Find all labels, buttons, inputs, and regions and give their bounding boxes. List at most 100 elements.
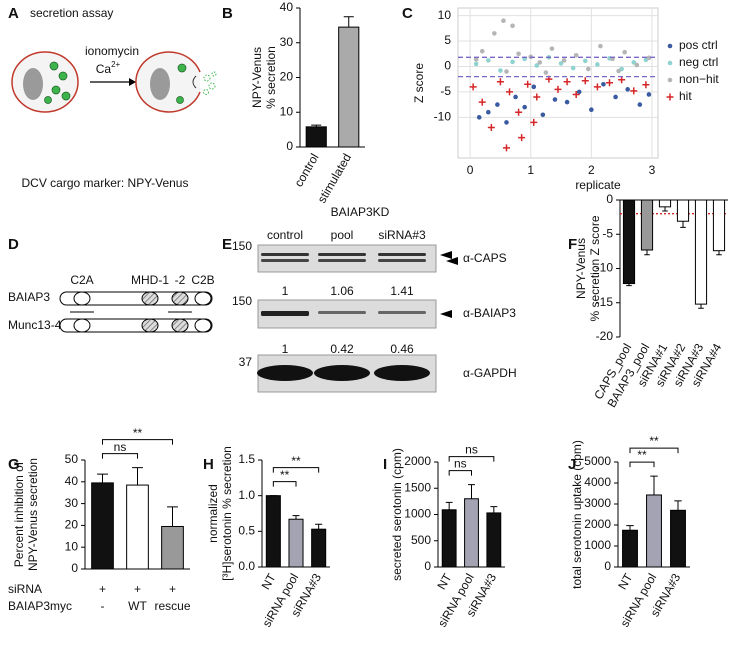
point xyxy=(495,102,500,107)
y-tick-label: 0 xyxy=(71,561,78,575)
error-bar xyxy=(315,523,323,530)
point xyxy=(530,118,538,126)
point xyxy=(573,52,579,58)
domain-label: C2A xyxy=(70,273,93,287)
y-tick-label: -15 xyxy=(596,295,614,309)
significance-label: ** xyxy=(637,448,647,462)
error-bar xyxy=(97,473,108,483)
y-tick-label: 2000 xyxy=(584,517,611,531)
point xyxy=(518,134,526,142)
point xyxy=(502,144,510,152)
point xyxy=(504,69,509,74)
significance-bracket xyxy=(629,461,655,468)
error-bar xyxy=(292,515,300,520)
y-tick-label: 1.0 xyxy=(238,488,255,502)
point xyxy=(593,83,601,91)
significance-label: ** xyxy=(133,426,143,440)
y-tick-label: 0 xyxy=(424,559,431,573)
panel-label: A xyxy=(8,5,19,22)
point xyxy=(506,88,514,96)
blot-band xyxy=(318,253,366,256)
point xyxy=(589,107,594,112)
bar xyxy=(441,509,457,568)
y-tick-label: 0 xyxy=(606,192,613,206)
domain-label: -2 xyxy=(175,273,186,287)
blot-band xyxy=(378,259,426,262)
point xyxy=(618,76,626,84)
y-tick-label: -5 xyxy=(440,84,451,98)
vesicles xyxy=(44,61,71,104)
blot-band xyxy=(318,259,366,262)
stimulus: ionomycin xyxy=(85,44,139,58)
mw-marker: 37 xyxy=(239,355,253,369)
point xyxy=(561,58,567,63)
error-bar xyxy=(445,501,453,510)
y-tick-label: 0 xyxy=(286,139,293,153)
y-axis-label: total serotonin uptake (cpm) xyxy=(570,440,584,589)
point xyxy=(504,120,509,125)
point xyxy=(510,59,515,65)
blot-band xyxy=(374,365,430,381)
y-axis-label: secreted serotonin (cpm) xyxy=(390,448,404,581)
y-tick-label: 0.5 xyxy=(238,524,255,538)
mw-marker: 150 xyxy=(232,239,252,253)
bar xyxy=(305,126,327,148)
point xyxy=(533,93,541,101)
blot-membrane xyxy=(257,244,437,273)
protein-label: Munc13-4 xyxy=(8,318,62,332)
error-bar xyxy=(132,467,143,486)
y-tick-label: 20 xyxy=(65,518,79,532)
bar xyxy=(694,199,708,305)
point xyxy=(598,43,603,49)
mw-marker: 150 xyxy=(232,294,252,308)
band-ratio: 0.42 xyxy=(330,342,354,356)
y-axis-label: normalized xyxy=(206,484,220,543)
bar xyxy=(161,525,184,570)
point xyxy=(473,57,479,62)
point xyxy=(531,84,537,90)
point xyxy=(549,46,555,51)
legend-marker xyxy=(666,93,674,101)
significance-label: ns xyxy=(454,457,467,471)
error-bar xyxy=(626,525,634,531)
lane-label: siRNA#3 xyxy=(378,228,426,242)
band-ratio: 1 xyxy=(282,284,289,298)
point xyxy=(554,85,562,93)
point xyxy=(537,60,543,65)
blot-band xyxy=(314,365,370,381)
x-tick-label: 3 xyxy=(649,163,656,177)
point xyxy=(540,112,546,118)
point xyxy=(646,92,652,97)
point xyxy=(576,89,582,95)
y-tick-label: 0.0 xyxy=(238,559,255,573)
point xyxy=(631,60,637,65)
point xyxy=(564,99,570,105)
table-cell: - xyxy=(101,599,105,613)
released-cargo xyxy=(203,71,217,95)
y-tick-label: 40 xyxy=(65,474,79,488)
point xyxy=(606,79,614,87)
y-tick-label: -10 xyxy=(434,109,452,123)
x-tick-label: 0 xyxy=(467,163,474,177)
point xyxy=(478,98,486,106)
table-row-label: siRNA xyxy=(8,582,42,596)
error-bar xyxy=(716,250,722,256)
point xyxy=(552,97,558,102)
error-bar xyxy=(662,206,668,212)
point xyxy=(510,23,515,29)
significance-label: ** xyxy=(291,454,301,468)
y-tick-label: 500 xyxy=(411,533,431,547)
y-tick-label: -5 xyxy=(602,226,613,240)
bar xyxy=(676,199,690,222)
y-tick-label: 5000 xyxy=(584,454,611,468)
point xyxy=(563,78,571,86)
point xyxy=(476,115,482,120)
y-axis-label: Percent inhibition of xyxy=(12,461,26,567)
band-ratio: 1.41 xyxy=(390,284,414,298)
error-bar xyxy=(626,283,632,287)
significance-bracket xyxy=(272,481,297,487)
ion-symbol: Ca xyxy=(96,62,112,76)
y-tick-label: 30 xyxy=(280,35,294,49)
legend-marker xyxy=(667,60,673,66)
panel-label: B xyxy=(222,5,233,22)
